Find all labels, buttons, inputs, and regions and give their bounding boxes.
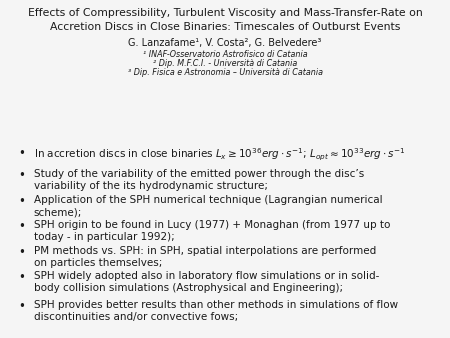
Text: Effects of Compressibility, Turbulent Viscosity and Mass-Transfer-Rate on: Effects of Compressibility, Turbulent Vi… bbox=[27, 8, 423, 19]
Text: SPH provides better results than other methods in simulations of flow
discontinu: SPH provides better results than other m… bbox=[34, 300, 398, 322]
Text: •: • bbox=[18, 300, 25, 313]
Text: •: • bbox=[18, 169, 25, 182]
Text: •: • bbox=[18, 147, 25, 160]
Text: In accretion discs in close binaries $L_x \geq 10^{36}erg\cdot s^{-1}$; $L_{opt}: In accretion discs in close binaries $L_… bbox=[34, 147, 405, 163]
Text: SPH origin to be found in Lucy (1977) + Monaghan (from 1977 up to
today - in par: SPH origin to be found in Lucy (1977) + … bbox=[34, 220, 390, 242]
Text: ² Dip. M.F.C.I. - Università di Catania: ² Dip. M.F.C.I. - Università di Catania bbox=[153, 59, 297, 68]
Text: ³ Dip. Fisica e Astronomia – Università di Catania: ³ Dip. Fisica e Astronomia – Università … bbox=[127, 68, 323, 77]
Text: Accretion Discs in Close Binaries: Timescales of Outburst Events: Accretion Discs in Close Binaries: Times… bbox=[50, 22, 400, 32]
Text: Study of the variability of the emitted power through the disc’s
variability of : Study of the variability of the emitted … bbox=[34, 169, 364, 191]
Text: PM methods vs. SPH: in SPH, spatial interpolations are performed
on particles th: PM methods vs. SPH: in SPH, spatial inte… bbox=[34, 246, 376, 268]
Text: ¹ INAF-Osservatorio Astrofisico di Catania: ¹ INAF-Osservatorio Astrofisico di Catan… bbox=[143, 50, 307, 59]
Text: G. Lanzafame¹, V. Costa², G. Belvedere³: G. Lanzafame¹, V. Costa², G. Belvedere³ bbox=[128, 38, 322, 48]
Text: •: • bbox=[18, 195, 25, 208]
Text: •: • bbox=[18, 271, 25, 284]
Text: •: • bbox=[18, 246, 25, 259]
Text: SPH widely adopted also in laboratory flow simulations or in solid-
body collisi: SPH widely adopted also in laboratory fl… bbox=[34, 271, 379, 293]
Text: Application of the SPH numerical technique (Lagrangian numerical
scheme);: Application of the SPH numerical techniq… bbox=[34, 195, 382, 217]
Text: •: • bbox=[18, 220, 25, 233]
